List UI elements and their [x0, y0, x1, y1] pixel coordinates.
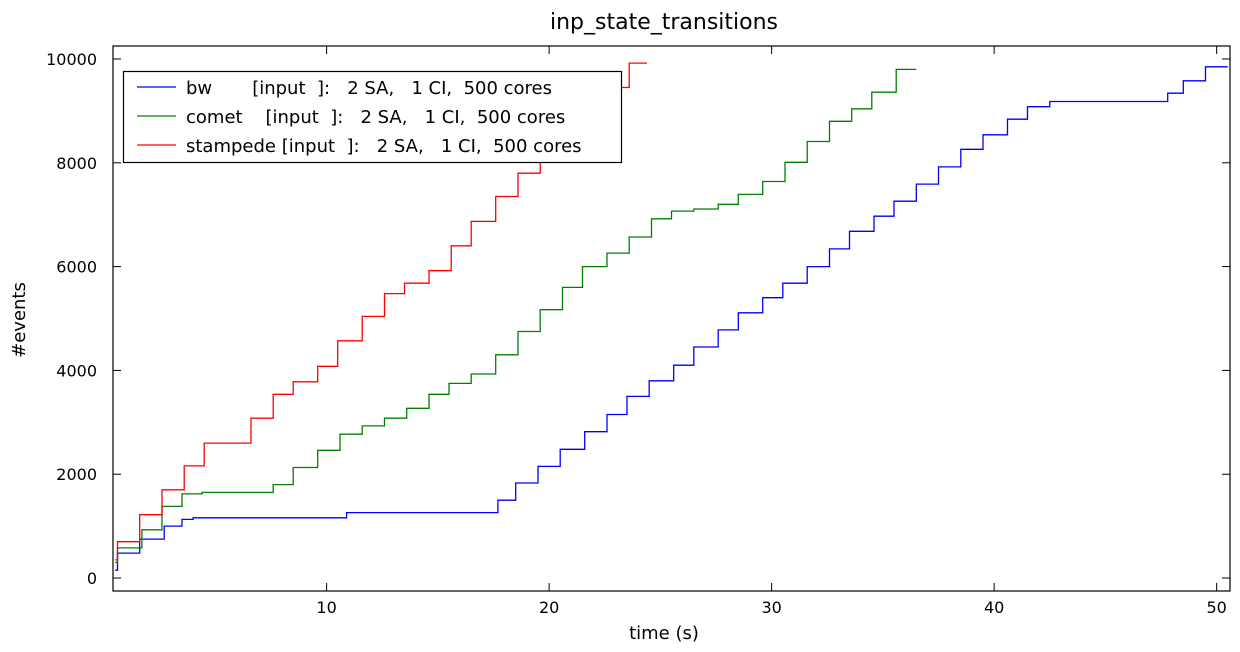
- y-tick-label: 4000: [56, 361, 97, 380]
- x-tick-label: 20: [539, 598, 559, 617]
- y-tick-label: 6000: [56, 258, 97, 277]
- plot-frame: [112, 45, 1231, 592]
- legend-box: [122, 70, 623, 164]
- legend: bw [input ]: 2 SA, 1 CI, 500 cores comet…: [122, 70, 623, 164]
- y-tick-label: 10000: [46, 50, 97, 69]
- x-tick-label: 10: [316, 598, 336, 617]
- axis-ticks: 10 20 30 40 50 0 2000 4000 6000 8000 10000: [46, 46, 1230, 617]
- y-tick-label: 8000: [56, 154, 97, 173]
- y-tick-label: 2000: [56, 465, 97, 484]
- x-tick-label: 40: [984, 598, 1004, 617]
- chart-title: inp_state_transitions: [550, 10, 778, 35]
- y-tick-label: 0: [87, 569, 97, 588]
- legend-label-bw: bw [input ]: 2 SA, 1 CI, 500 cores: [186, 78, 552, 99]
- x-tick-label: 50: [1206, 598, 1226, 617]
- series-line-bw: [115, 66, 1228, 571]
- y-axis-label: #events: [9, 282, 30, 358]
- legend-label-comet: comet [input ]: 2 SA, 1 CI, 500 cores: [186, 107, 565, 128]
- legend-label-stampede: stampede [input ]: 2 SA, 1 CI, 500 cores: [186, 136, 582, 157]
- series-line-comet: [115, 68, 917, 564]
- x-tick-label: 30: [761, 598, 781, 617]
- x-axis-label: time (s): [629, 623, 699, 644]
